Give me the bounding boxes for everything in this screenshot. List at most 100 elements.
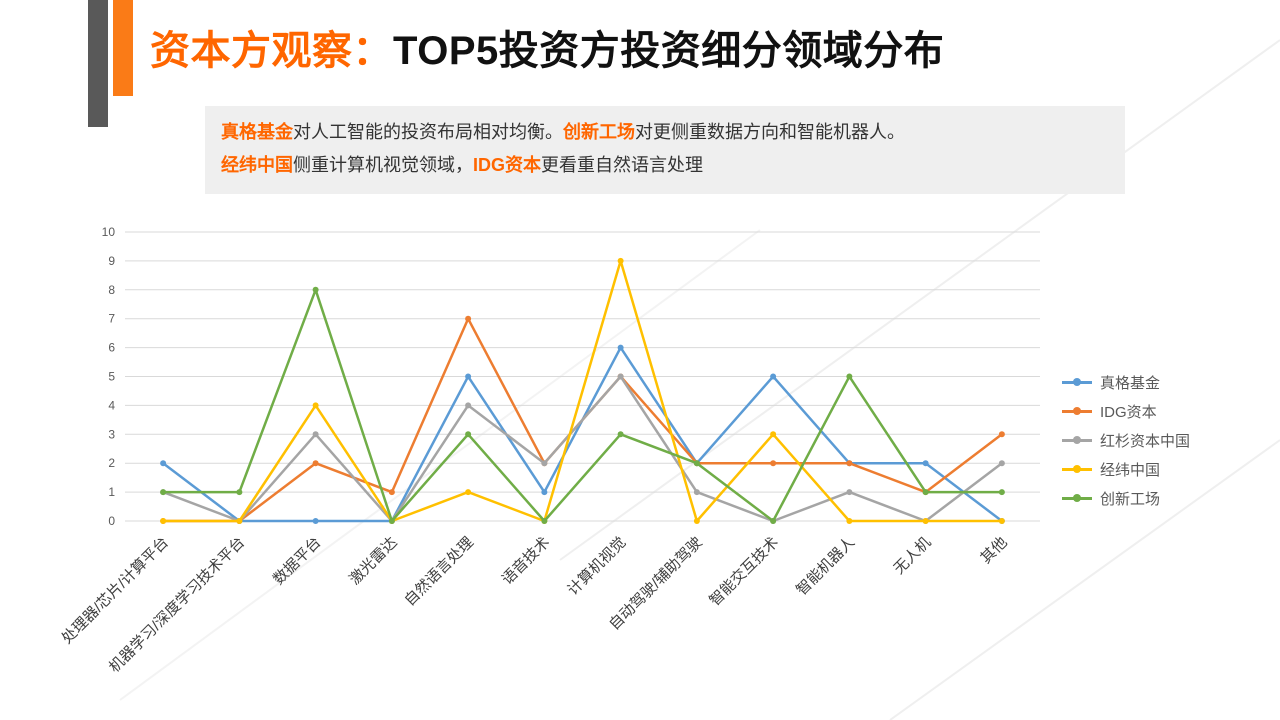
y-axis-tick-label: 4 xyxy=(108,398,115,412)
summary-line-2: 经纬中国侧重计算机视觉领域，IDG资本更看重自然语言处理 xyxy=(221,152,1109,180)
data-point-marker xyxy=(998,489,1005,496)
data-point-marker xyxy=(922,518,929,524)
decoration-bar-gray xyxy=(88,0,108,127)
data-point-marker xyxy=(236,518,243,524)
decoration-bar-orange xyxy=(113,0,133,96)
x-axis-category-label: 机器学习/深度学习技术平台 xyxy=(106,534,248,676)
x-axis-category-label: 其他 xyxy=(977,534,1010,567)
data-point-marker xyxy=(312,286,319,293)
data-point-marker xyxy=(617,344,624,351)
x-axis-category-label: 智能交互技术 xyxy=(706,533,782,609)
legend-line-marker xyxy=(1062,435,1092,445)
data-point-marker xyxy=(770,460,777,467)
data-point-marker xyxy=(541,518,548,524)
data-point-marker xyxy=(617,373,624,380)
legend-label: 真格基金 xyxy=(1100,374,1161,392)
highlight-sinovation: 创新工场 xyxy=(563,122,635,142)
data-point-marker xyxy=(693,460,700,467)
data-point-marker xyxy=(465,373,472,380)
data-point-marker xyxy=(693,518,700,524)
data-point-marker xyxy=(617,431,624,438)
x-axis-category-label: 智能机器人 xyxy=(792,533,858,599)
legend-line-marker xyxy=(1062,377,1092,387)
legend-label: IDG资本 xyxy=(1100,403,1157,421)
legend-label: 创新工场 xyxy=(1100,490,1161,508)
data-point-marker xyxy=(693,489,700,496)
data-point-marker xyxy=(922,518,929,524)
highlight-zhenfund: 真格基金 xyxy=(221,122,293,142)
y-axis-tick-label: 2 xyxy=(108,456,115,470)
data-point-marker xyxy=(541,489,548,496)
legend-item: 真格基金 xyxy=(1062,371,1190,393)
data-point-marker xyxy=(312,402,319,409)
data-point-marker xyxy=(770,431,777,438)
data-point-marker xyxy=(236,489,243,496)
data-point-marker xyxy=(693,460,700,467)
data-point-marker xyxy=(541,460,548,467)
data-point-marker xyxy=(922,489,929,496)
y-axis-tick-label: 5 xyxy=(108,370,115,384)
data-point-marker xyxy=(846,373,853,380)
data-point-marker xyxy=(388,489,395,496)
data-point-marker xyxy=(617,373,624,380)
data-point-marker xyxy=(922,489,929,496)
data-point-marker xyxy=(541,518,548,524)
legend-item: 创新工场 xyxy=(1062,487,1190,509)
data-point-marker xyxy=(770,518,777,524)
series-line xyxy=(161,288,1004,523)
legend-line-marker xyxy=(1062,464,1092,474)
summary-text-box: 真格基金对人工智能的投资布局相对均衡。创新工场对更侧重数据方向和智能机器人。 经… xyxy=(205,106,1125,194)
data-point-marker xyxy=(770,518,777,524)
data-point-marker xyxy=(541,460,548,467)
page-title: 资本方观察：TOP5投资方投资细分领域分布 xyxy=(150,18,944,76)
page-title-highlight: 资本方观察： xyxy=(150,29,393,73)
data-point-marker xyxy=(465,489,472,496)
series-line xyxy=(161,259,1004,523)
x-axis-category-label: 处理器/芯片/计算平台 xyxy=(58,533,172,647)
data-point-marker xyxy=(160,518,167,524)
data-point-marker xyxy=(388,518,395,524)
highlight-idg: IDG资本 xyxy=(473,154,542,175)
x-axis-category-label: 计算机视觉 xyxy=(564,533,630,599)
data-point-marker xyxy=(693,460,700,467)
summary-text: 对人工智能的投资布局相对均衡。 xyxy=(293,122,563,142)
data-point-marker xyxy=(160,518,167,524)
data-point-marker xyxy=(998,431,1005,438)
data-point-marker xyxy=(236,518,243,524)
data-point-marker xyxy=(846,489,853,496)
data-point-marker xyxy=(465,315,472,322)
legend-label: 经纬中国 xyxy=(1100,461,1161,479)
data-point-marker xyxy=(312,460,319,467)
series-创新工场 xyxy=(160,286,1005,524)
chart-legend: 真格基金 IDG资本红杉资本中国经纬中国创新工场 xyxy=(1062,371,1190,516)
data-point-marker xyxy=(922,460,929,467)
data-point-marker xyxy=(465,402,472,409)
data-point-marker xyxy=(846,518,853,524)
x-axis-category-label: 数据平台 xyxy=(270,534,324,588)
data-point-marker xyxy=(236,518,243,524)
data-point-marker xyxy=(770,373,777,380)
y-axis-tick-label: 0 xyxy=(108,514,115,528)
series-line xyxy=(161,317,1004,523)
data-point-marker xyxy=(160,489,167,496)
x-axis-category-label: 无人机 xyxy=(891,534,935,578)
legend-line-marker xyxy=(1062,406,1092,416)
data-point-marker xyxy=(312,518,319,524)
y-axis-tick-label: 6 xyxy=(108,341,115,355)
legend-item: 红杉资本中国 xyxy=(1062,429,1190,451)
data-point-marker xyxy=(312,431,319,438)
data-point-marker xyxy=(160,460,167,467)
x-axis-category-label: 激光雷达 xyxy=(346,534,400,588)
data-point-marker xyxy=(236,518,243,524)
series-经纬中国 xyxy=(160,257,1005,524)
series-line xyxy=(161,346,1004,523)
series-IDG资本 xyxy=(160,315,1005,524)
series-line xyxy=(161,375,1004,523)
legend-line-marker xyxy=(1062,493,1092,503)
data-point-marker xyxy=(465,431,472,438)
data-point-marker xyxy=(617,257,624,264)
data-point-marker xyxy=(998,460,1005,467)
summary-text: 对更侧重数据方向和智能机器人。 xyxy=(635,122,905,142)
legend-item: 经纬中国 xyxy=(1062,458,1190,480)
